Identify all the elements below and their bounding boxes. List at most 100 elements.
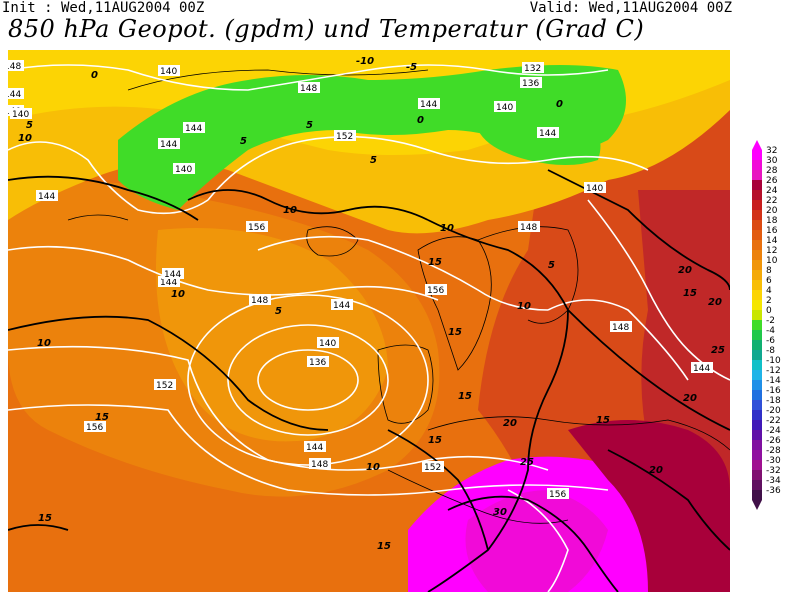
temp-label: 5 <box>306 120 313 131</box>
colorbar-swatch <box>752 160 762 170</box>
temp-label: 20 <box>649 465 663 476</box>
colorbar-level-label: -32 <box>766 466 781 476</box>
colorbar-swatch <box>752 250 762 260</box>
height-label-text: 140 <box>175 165 192 175</box>
colorbar-level-label: -12 <box>766 366 781 376</box>
height-label-text: 148 <box>8 62 21 72</box>
colorbar-swatch <box>752 340 762 350</box>
temp-label: 5 <box>26 120 33 131</box>
colorbar-swatch <box>752 320 762 330</box>
colorbar-level-label: 20 <box>766 206 778 216</box>
height-label: 140 <box>173 163 195 175</box>
colorbar-swatch <box>752 230 762 240</box>
colorbar-swatch <box>752 470 762 480</box>
colorbar-swatch <box>752 400 762 410</box>
temp-label: 5 <box>370 155 377 166</box>
colorbar-level-label: 4 <box>766 286 772 296</box>
colorbar-level-label: 6 <box>766 276 772 286</box>
colorbar-swatch <box>752 390 762 400</box>
colorbar-swatch <box>752 150 762 160</box>
height-label-text: 140 <box>586 184 603 194</box>
colorbar-swatch <box>752 440 762 450</box>
height-label: 152 <box>422 461 444 473</box>
height-label: 136 <box>307 356 329 368</box>
temp-label: 5 <box>240 136 247 147</box>
height-label: 156 <box>84 421 106 433</box>
height-label-text: 144 <box>160 140 177 150</box>
temp-label: 10 <box>37 338 51 349</box>
height-label: 140 <box>494 101 516 113</box>
height-label: 148 <box>518 221 540 233</box>
colorbar-level-label: 12 <box>766 246 777 256</box>
colorbar-swatch <box>752 260 762 270</box>
colorbar-swatch <box>752 490 762 500</box>
colorbar-swatch <box>752 200 762 210</box>
colorbar-level-label: -30 <box>766 456 781 466</box>
temp-label: 15 <box>95 412 109 423</box>
init-time-label: Init : Wed,11AUG2004 00Z <box>2 0 205 16</box>
temp-label: 10 <box>517 301 531 312</box>
temp-label: 0 <box>417 115 424 126</box>
colorbar-level-label: -20 <box>766 406 781 416</box>
colorbar-level-label: -10 <box>766 356 781 366</box>
height-label-text: 144 <box>8 90 21 100</box>
height-label: 144 <box>691 362 713 374</box>
colorbar-swatch <box>752 480 762 490</box>
height-label-text: 156 <box>86 423 103 433</box>
height-label: 148 <box>610 321 632 333</box>
temp-label: 15 <box>428 257 442 268</box>
height-label: 144 <box>36 190 58 202</box>
colorbar-level-label: -16 <box>766 386 781 396</box>
colorbar-swatch <box>752 330 762 340</box>
temp-label: 10 <box>283 205 297 216</box>
height-label: 144 <box>183 122 205 134</box>
temp-label: 25 <box>520 457 534 468</box>
height-label: 156 <box>547 488 569 500</box>
height-label: 156 <box>246 221 268 233</box>
height-label-text: 144 <box>420 100 437 110</box>
colorbar-level-label: 18 <box>766 216 778 226</box>
temp-label: -5 <box>406 62 417 73</box>
height-label: 152 <box>334 130 356 142</box>
height-label-text: 136 <box>309 358 326 368</box>
colorbar-swatch <box>752 430 762 440</box>
height-label: 156 <box>425 284 447 296</box>
colorbar-level-label: 28 <box>766 166 778 176</box>
temp-label: 15 <box>596 415 610 426</box>
height-label: 144 <box>158 138 180 150</box>
temperature-colorbar: 32302826242220181614121086420-2-4-6-8-10… <box>752 140 781 510</box>
colorbar-swatch <box>752 460 762 470</box>
temp-label: 15 <box>377 541 391 552</box>
colorbar-level-label: -14 <box>766 376 781 386</box>
colorbar-swatch <box>752 350 762 360</box>
height-label: 148 <box>298 82 320 94</box>
colorbar-level-label: -22 <box>766 416 781 426</box>
colorbar-level-label: -4 <box>766 326 775 336</box>
height-label: 144 <box>8 88 24 100</box>
temp-label: 10 <box>18 133 32 144</box>
temperature-field-darkred <box>568 420 730 592</box>
height-label-text: 144 <box>306 443 323 453</box>
height-label-text: 140 <box>12 110 29 120</box>
height-label-text: 140 <box>319 339 336 349</box>
height-label-text: 140 <box>496 103 513 113</box>
height-label-text: 144 <box>333 301 350 311</box>
temp-label: 15 <box>428 435 442 446</box>
height-label-text: 148 <box>300 84 317 94</box>
height-label: 148 <box>8 60 24 72</box>
height-label-text: 148 <box>251 296 268 306</box>
map-title: 850 hPa Geopot. (gpdm) und Temperatur (G… <box>8 15 645 43</box>
height-label: 144 <box>537 127 559 139</box>
colorbar-swatch <box>752 420 762 430</box>
colorbar-swatch <box>752 240 762 250</box>
temp-label: 15 <box>683 288 697 299</box>
temp-label: 5 <box>548 260 555 271</box>
height-label: 140 <box>317 337 339 349</box>
colorbar-level-label: 8 <box>766 266 772 276</box>
height-labels: 148 140 144 140 148 144 144 132 136 140 … <box>8 60 713 500</box>
temp-label: 20 <box>683 393 697 404</box>
colorbar-level-label: 30 <box>766 156 778 166</box>
colorbar-swatch <box>752 270 762 280</box>
height-label-text: 144 <box>693 364 710 374</box>
colorbar-level-label: 26 <box>766 176 778 186</box>
